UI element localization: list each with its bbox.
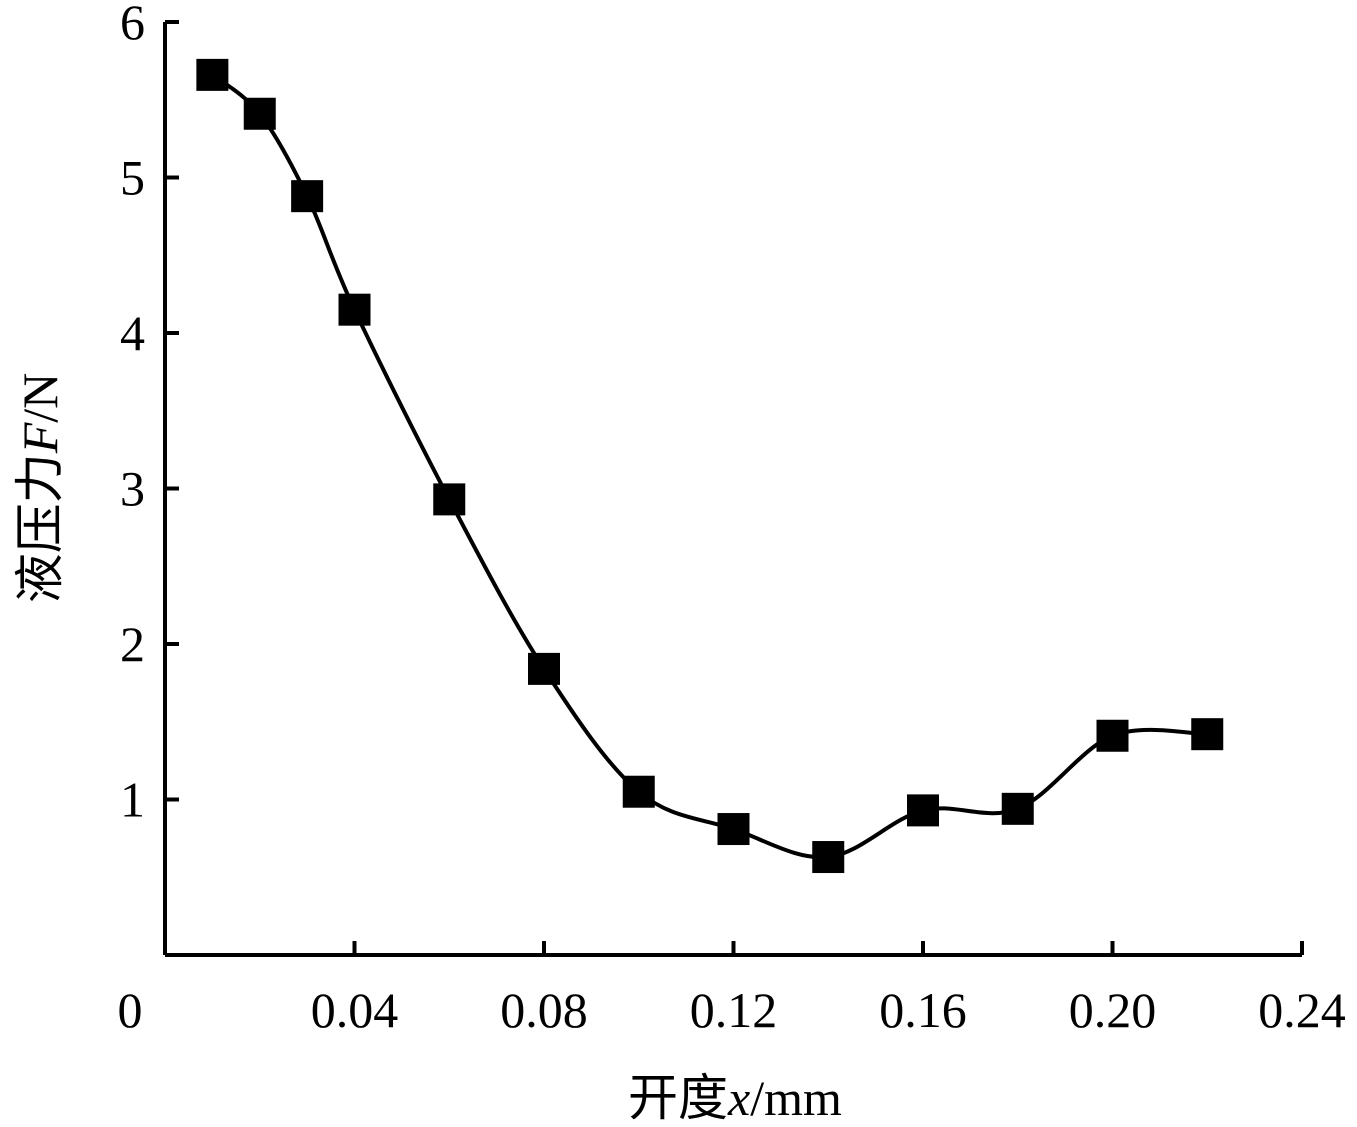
data-point-marker bbox=[196, 58, 229, 91]
x-tick-label: 0.04 bbox=[311, 982, 399, 1038]
data-point-marker bbox=[433, 483, 466, 516]
y-axis-title: 液压力F/N bbox=[12, 373, 68, 604]
data-point-marker bbox=[338, 293, 371, 326]
series-line bbox=[211, 73, 1208, 860]
x-axis-title-symbol: x bbox=[727, 1070, 750, 1126]
data-point-marker bbox=[1001, 792, 1034, 825]
x-axis-title: 开度x/mm bbox=[628, 1070, 842, 1126]
y-tick-label: 5 bbox=[120, 150, 145, 206]
data-point-marker bbox=[622, 775, 655, 808]
x-tick-label: 0.12 bbox=[690, 982, 778, 1038]
y-axis-title-symbol: F bbox=[12, 422, 68, 454]
y-tick-label: 2 bbox=[120, 616, 145, 672]
series bbox=[196, 58, 1224, 874]
data-point-marker bbox=[528, 652, 560, 685]
data-point-marker bbox=[1096, 719, 1129, 752]
x-tick-label: 0 bbox=[118, 982, 143, 1038]
y-tick-label: 3 bbox=[120, 461, 145, 517]
data-point-marker bbox=[1191, 718, 1224, 751]
x-tick-label: 0.24 bbox=[1258, 982, 1346, 1038]
data-point-marker bbox=[907, 794, 939, 827]
y-tick-label: 1 bbox=[120, 772, 145, 828]
x-tick-label: 0.20 bbox=[1069, 982, 1157, 1038]
y-axis-title-prefix: 液压力 bbox=[12, 453, 68, 603]
data-point-marker bbox=[243, 97, 276, 130]
data-point-marker bbox=[291, 180, 324, 213]
y-ticks: 1 2 3 4 5 6 bbox=[120, 0, 179, 828]
y-tick-label: 4 bbox=[120, 305, 145, 361]
data-point-marker bbox=[812, 841, 845, 874]
y-tick-label: 6 bbox=[120, 0, 145, 50]
x-axis-title-unit: /mm bbox=[750, 1070, 842, 1126]
data-point-marker bbox=[717, 813, 750, 846]
x-tick-label: 0.08 bbox=[500, 982, 588, 1038]
y-axis-title-unit: /N bbox=[12, 373, 68, 423]
x-axis-title-prefix: 开度 bbox=[628, 1070, 728, 1126]
x-tick-label: 0.16 bbox=[879, 982, 967, 1038]
x-ticks: 0 0.04 0.08 0.12 0.16 0.20 0.24 bbox=[118, 941, 1346, 1038]
